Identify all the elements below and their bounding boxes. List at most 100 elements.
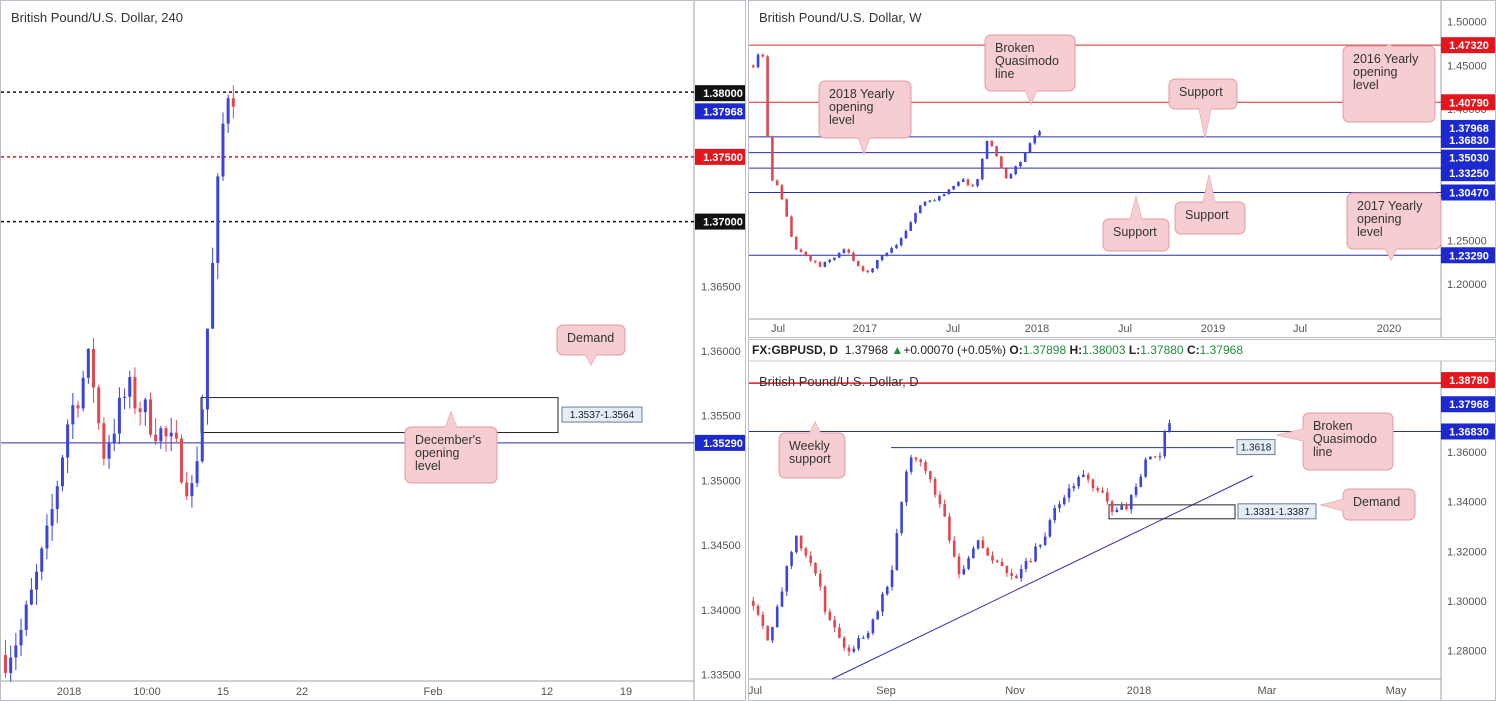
candle-body [933, 478, 937, 495]
price-label-bg [695, 85, 745, 102]
demand-zone [200, 397, 559, 434]
candle-body [794, 236, 798, 250]
candle-body [766, 625, 769, 641]
candle-body [180, 438, 184, 483]
candle-body [885, 252, 889, 256]
candle-body [761, 54, 765, 57]
candle-body [976, 540, 980, 549]
price-label: 1.38780 [1449, 375, 1489, 387]
candle-body [756, 54, 760, 68]
tick-label: 1.34500 [701, 540, 741, 552]
candle-body [154, 434, 158, 442]
candle-body [756, 605, 760, 615]
chart-daily-svg[interactable]: 1.36000 1.34000 1.32000 1.30000 1.28000 Jul Se… [749, 340, 1496, 701]
price-label-bg [1441, 165, 1495, 182]
candle-body [1058, 504, 1061, 509]
tick-label: 1.36000 [701, 346, 741, 358]
candle-body [1034, 546, 1037, 562]
candle-body [923, 201, 927, 206]
candle-body [1158, 456, 1162, 458]
candle-body [1086, 474, 1090, 480]
callout-support-pointer-fill [1130, 197, 1142, 220]
callout-december-open-pointer-fill [445, 412, 457, 428]
zone-label-bg [1237, 503, 1317, 520]
tick-label: 1.20000 [1447, 279, 1487, 291]
price-label: 1.47320 [1449, 40, 1489, 52]
candle-body [205, 328, 209, 410]
candle-body [195, 461, 199, 484]
candle-body [211, 262, 215, 329]
chart-panel-weekly[interactable]: 1.500001.450001.400001.250001.20000Jul20… [748, 0, 1496, 338]
candle-body [1134, 486, 1138, 495]
tick-label: 2018 [57, 686, 81, 698]
price-label: 1.35290 [703, 438, 743, 450]
callout-2016-yearly-text: level [1353, 78, 1379, 92]
chart-panel-daily[interactable]: 1.36000 1.34000 1.32000 1.30000 1.28000 Jul Se… [748, 339, 1496, 701]
callout-broken-qm-text: Quasimodo [1313, 432, 1377, 446]
tick-label: 1.36000 [1447, 447, 1487, 459]
candle-body [1072, 486, 1076, 489]
price-label: 1.33250 [1449, 168, 1489, 180]
candle-body [24, 604, 28, 630]
tick-label: Jul [1118, 323, 1132, 335]
callout-broken-qm-pointer-fill [1277, 429, 1304, 441]
tick-label: 1.32000 [1447, 546, 1487, 558]
candle-body [991, 555, 994, 561]
tick-label: 19 [620, 686, 632, 698]
candle-body [1014, 166, 1017, 175]
price-label-bg [1441, 94, 1495, 111]
candle-body [1082, 474, 1085, 478]
candle-body [780, 591, 784, 607]
callout-broken-qm [1302, 412, 1394, 471]
candle-body [102, 423, 106, 459]
tick-label: 22 [296, 686, 308, 698]
candle-body [9, 657, 13, 673]
candle-body [1149, 456, 1152, 460]
low-value: 1.37880 [1140, 343, 1184, 357]
candle-body [19, 629, 23, 646]
candle-body [76, 405, 80, 409]
candle-body [990, 140, 994, 146]
candle-body [1048, 520, 1052, 537]
candle-body [895, 245, 898, 249]
callout-2018-yearly-text: opening [829, 100, 874, 114]
low-label: L: [1128, 343, 1141, 357]
chart-weekly-svg[interactable]: 1.500001.450001.400001.250001.20000Jul20… [749, 1, 1496, 338]
candle-body [909, 222, 913, 231]
zone-label: 1.3537-1.3564 [570, 410, 635, 421]
candle-body [752, 65, 755, 68]
candle-body [761, 614, 765, 626]
price-label-bg [1441, 184, 1495, 201]
candle-body [1043, 536, 1047, 545]
candle-body [97, 387, 101, 424]
candle-body [771, 136, 774, 181]
candle-body [919, 459, 923, 463]
candle-body [938, 196, 941, 201]
tick-label: Mar [1258, 685, 1277, 697]
chart-240-svg[interactable]: 1.33500 1.34000 1.34500 1.35000 1.35500 1.360… [1, 1, 746, 701]
price-label-bg [1441, 37, 1495, 54]
zone-label-bg [1236, 439, 1276, 456]
candle-body [190, 483, 194, 497]
candle-body [1004, 168, 1008, 179]
candle-body [200, 409, 204, 462]
chart-panel-240[interactable]: 1.33500 1.34000 1.34500 1.35000 1.35500 1.360… [0, 0, 746, 701]
zone-label: 1.3331-1.3387 [1245, 507, 1310, 518]
callout-broken-qm-text: Quasimodo [995, 54, 1059, 68]
candle-body [174, 432, 178, 439]
tick-label: Jul [1293, 323, 1307, 335]
tick-label: 1.28000 [1447, 645, 1487, 657]
tick-label: 1.45000 [1447, 60, 1487, 72]
trend-line [831, 475, 1254, 680]
candle-body [952, 185, 955, 190]
tick-label: 15 [217, 686, 229, 698]
candle-body [169, 432, 173, 437]
candle-body [933, 200, 936, 202]
candle-body [981, 540, 985, 549]
candle-body [92, 348, 96, 388]
price-label: 1.37968 [703, 106, 743, 118]
candle-body [818, 573, 822, 587]
tick-label: Nov [1005, 685, 1025, 697]
callout-2016-yearly-text: 2016 Yearly [1353, 52, 1419, 66]
candle-body [943, 504, 946, 517]
